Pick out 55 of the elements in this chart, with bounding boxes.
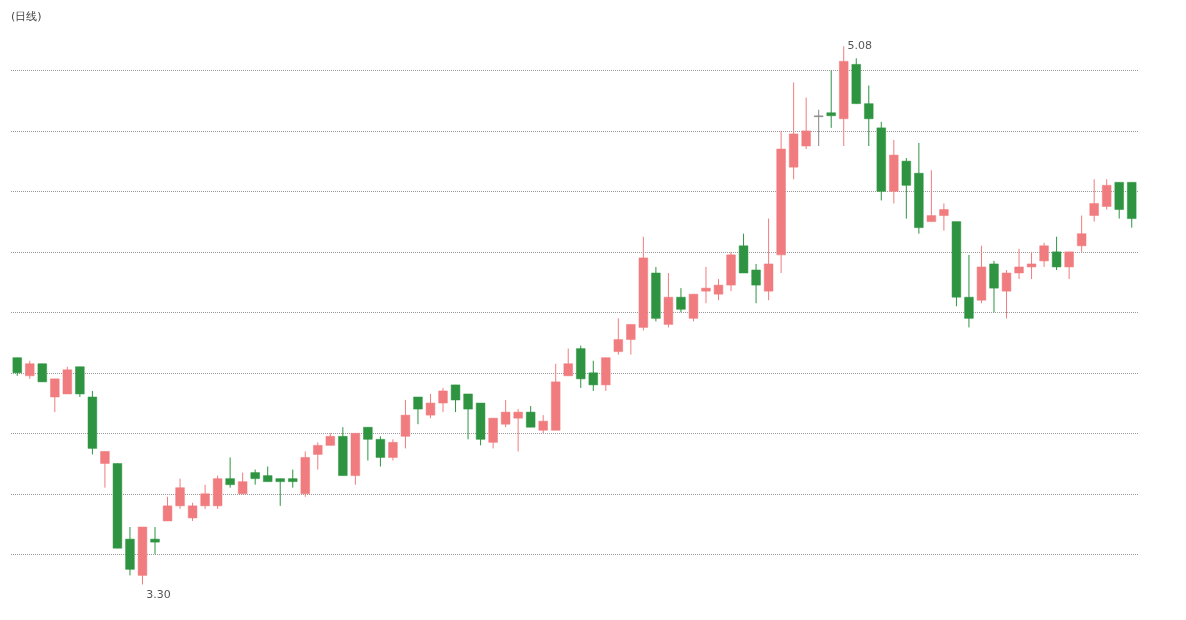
candlestick	[826, 69, 836, 129]
candlestick	[926, 169, 937, 223]
candlestick	[1102, 178, 1112, 211]
candlestick	[1051, 236, 1062, 271]
candlestick	[526, 405, 536, 428]
candlestick	[701, 266, 711, 304]
candlestick	[25, 360, 35, 380]
candlestick	[313, 441, 323, 471]
candlestick	[238, 472, 248, 495]
candlestick	[501, 399, 511, 428]
candlestick	[613, 317, 623, 356]
candlestick	[400, 399, 411, 449]
candlestick	[100, 450, 110, 489]
annotation: 5.08	[847, 39, 872, 53]
candlestick	[450, 384, 461, 413]
candlestick	[388, 438, 398, 461]
candlestick	[864, 85, 874, 147]
candlestick	[939, 202, 949, 232]
candlestick	[801, 97, 811, 150]
candlestick	[1001, 269, 1012, 319]
candlestick	[363, 426, 373, 461]
candlestick	[1089, 178, 1099, 223]
candlestick	[1077, 215, 1087, 253]
chart-title: (日线)	[11, 10, 42, 23]
candlestick	[37, 363, 47, 383]
candlestick	[538, 414, 548, 434]
candlestick	[463, 393, 473, 440]
candlestick	[751, 263, 761, 304]
candlestick	[162, 496, 173, 522]
candlestick	[200, 484, 210, 510]
candlestick	[513, 408, 523, 452]
candlestick	[413, 396, 423, 425]
candlestick	[375, 435, 386, 468]
candlestick	[50, 378, 60, 413]
candlestick	[225, 456, 235, 489]
candlestick	[1039, 242, 1049, 268]
candlestick	[1026, 251, 1037, 280]
candlestick	[676, 287, 686, 313]
candlestick	[814, 109, 824, 147]
candlestick	[288, 469, 298, 489]
text: 3.30	[146, 588, 171, 602]
candlestick	[187, 502, 198, 522]
candlestick	[588, 360, 598, 392]
candlestick	[275, 478, 285, 507]
candlestick	[150, 526, 160, 555]
candlestick	[425, 393, 436, 419]
candlestick	[713, 278, 724, 301]
candlestick	[175, 478, 185, 510]
candlestick	[626, 323, 636, 356]
candlestick	[1014, 248, 1024, 280]
candlestick	[1064, 251, 1074, 280]
candlestick	[563, 348, 573, 377]
candlestick	[964, 254, 974, 328]
candlestick	[12, 357, 22, 377]
candlestick	[438, 387, 448, 413]
